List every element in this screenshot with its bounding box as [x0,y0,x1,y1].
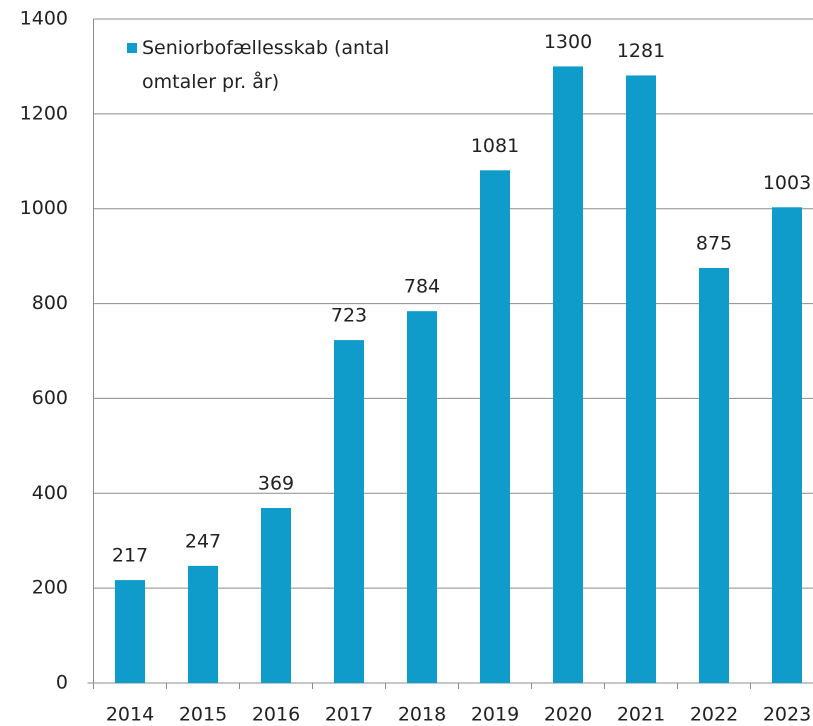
value-label: 1281 [617,40,665,62]
bar [407,311,437,683]
bar [188,565,218,683]
value-label: 1003 [763,172,811,194]
y-tick-label: 1200 [20,102,68,124]
value-label: 1300 [544,31,592,53]
x-tick-label: 2018 [398,704,446,726]
y-tick-label: 400 [32,482,68,504]
value-label: 247 [185,530,221,552]
value-label: 1081 [471,135,519,157]
legend-label: Seniorbofællesskab (antal omtaler pr. år… [142,37,390,93]
value-label: 784 [404,276,440,298]
bar [553,66,583,683]
bar [772,207,802,683]
legend-box: Seniorbofællesskab (antal omtaler pr. år… [142,37,390,93]
legend-swatch [127,43,137,53]
x-tick-label: 2019 [471,704,519,726]
value-label: 369 [258,472,294,494]
y-tick-label: 0 [56,672,68,694]
bar [115,580,145,683]
bar [626,75,656,683]
y-tick-label: 600 [32,387,68,409]
bar [334,340,364,683]
x-tick-label: 2022 [690,704,738,726]
x-tick-label: 2023 [763,704,811,726]
bar [261,507,291,683]
x-tick-label: 2014 [106,704,154,726]
y-tick-label: 1400 [20,8,68,30]
bar [699,268,729,683]
x-tick-label: 2020 [544,704,592,726]
value-label: 723 [331,305,367,327]
value-label: 875 [696,233,732,255]
y-tick-label: 800 [32,292,68,314]
bar [480,170,510,684]
y-tick-label: 1000 [20,197,68,219]
x-tick-label: 2015 [179,704,227,726]
x-tick-label: 2017 [325,704,373,726]
x-tick-label: 2021 [617,704,665,726]
y-tick-label: 200 [32,577,68,599]
value-label: 217 [112,545,148,567]
x-tick-label: 2016 [252,704,300,726]
